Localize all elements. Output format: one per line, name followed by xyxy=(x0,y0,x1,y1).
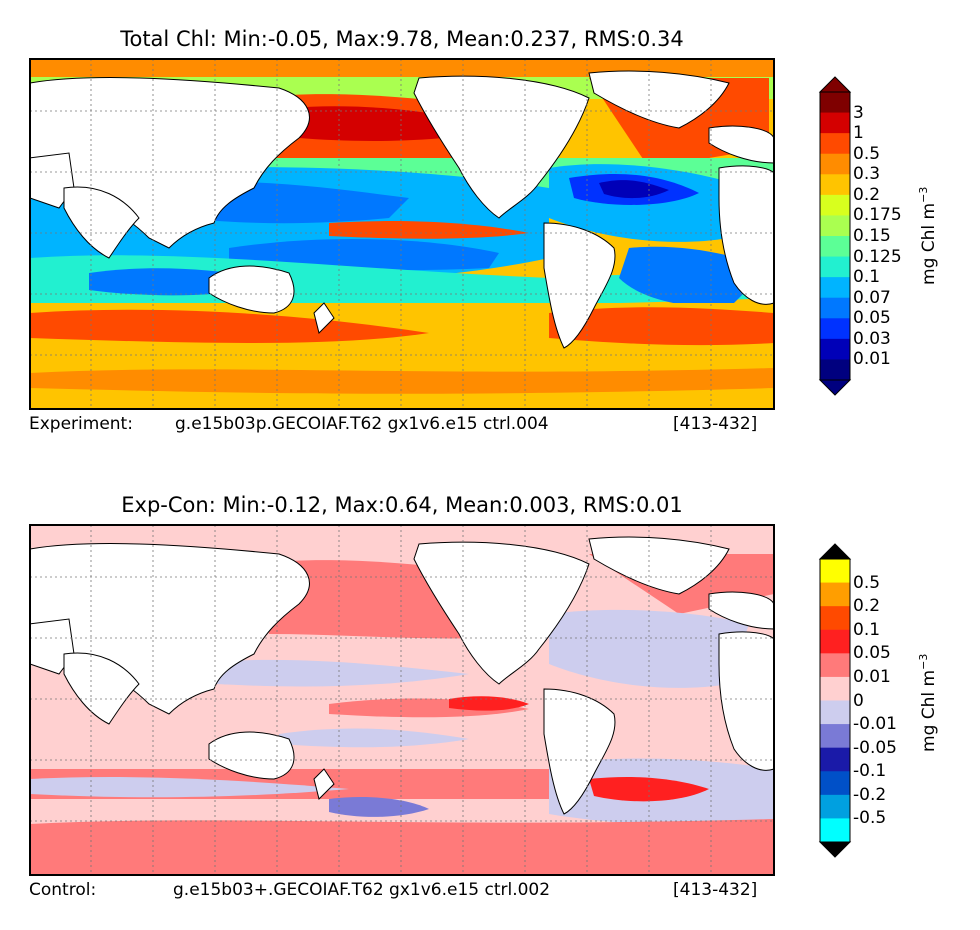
colorbar-tick-label: 0.5 xyxy=(853,143,881,164)
colorbar-swatch xyxy=(820,559,850,584)
colorbar-swatch xyxy=(820,256,850,278)
colorbar-swatch xyxy=(820,174,850,196)
colorbar-swatch xyxy=(820,582,850,607)
colorbar-tick-label: 0.125 xyxy=(853,246,902,267)
colorbar-swatch xyxy=(820,653,850,678)
colorbar-tick-label: 0.05 xyxy=(853,643,891,664)
colorbar-tick-label: 0.2 xyxy=(853,184,881,205)
colorbar-swatch xyxy=(820,277,850,299)
colorbar-tick-label: 3 xyxy=(853,102,864,123)
bottom-colorbar xyxy=(818,543,852,858)
colorbar-tick-label: -0.05 xyxy=(853,737,897,758)
colorbar-tick-label: 0.03 xyxy=(853,328,891,349)
colorbar-tick-label: 0.2 xyxy=(853,596,881,617)
colorbar-swatch xyxy=(820,771,850,796)
colorbar-swatch xyxy=(820,700,850,725)
colorbar-swatch xyxy=(820,215,850,237)
bottom-colorbar-unit: mg Chl m−3 xyxy=(917,653,939,752)
colorbar-swatch xyxy=(820,629,850,654)
colorbar-swatch xyxy=(820,297,850,319)
bottom-map-title: Exp-Con: Min:-0.12, Max:0.64, Mean:0.003… xyxy=(121,493,683,517)
colorbar-swatch xyxy=(820,724,850,749)
top-map-title: Total Chl: Min:-0.05, Max:9.78, Mean:0.2… xyxy=(120,27,684,51)
colorbar-swatch xyxy=(820,818,850,843)
colorbar-tick-label: 0.15 xyxy=(853,226,891,246)
bottom-meta-range: [413-432] xyxy=(673,880,758,900)
colorbar-swatch xyxy=(820,92,850,114)
colorbar-swatch xyxy=(820,236,850,258)
colorbar-tick-label: 0.01 xyxy=(853,349,891,370)
colorbar-tick-label: -0.5 xyxy=(853,808,887,829)
colorbar-swatch xyxy=(820,676,850,701)
bottom-meta-case: g.e15b03+.GECOIAF.T62 gx1v6.e15 ctrl.002 xyxy=(173,880,551,900)
colorbar-tick-label: 0.1 xyxy=(853,619,881,640)
colorbar-swatch xyxy=(820,606,850,631)
colorbar-tick-label: 0.07 xyxy=(853,287,891,308)
colorbar-swatch xyxy=(820,194,850,216)
top-colorbar-unit: mg Chl m−3 xyxy=(917,186,939,285)
colorbar-under-arrow xyxy=(818,379,852,396)
colorbar-over-arrow xyxy=(818,76,852,93)
colorbar-tick-label: -0.2 xyxy=(853,784,887,805)
colorbar-swatch xyxy=(820,133,850,155)
colorbar-swatch xyxy=(820,112,850,134)
colorbar-tick-label: -0.1 xyxy=(853,761,887,782)
colorbar-tick-label: 0.1 xyxy=(853,267,881,288)
top-colorbar xyxy=(818,76,852,396)
bottom-meta-label: Control: xyxy=(29,880,97,900)
colorbar-swatch xyxy=(820,338,850,360)
colorbar-swatch xyxy=(820,359,850,381)
top-map xyxy=(29,58,775,410)
colorbar-tick-label: 1 xyxy=(853,123,864,144)
top-meta-range: [413-432] xyxy=(673,414,758,434)
colorbar-tick-label: 0.175 xyxy=(853,205,902,226)
colorbar-swatch xyxy=(820,747,850,772)
colorbar-swatch xyxy=(820,153,850,175)
colorbar-swatch xyxy=(820,318,850,340)
colorbar-swatch xyxy=(820,794,850,819)
bottom-map xyxy=(29,524,775,876)
colorbar-tick-label: 0.05 xyxy=(853,308,891,329)
colorbar-tick-label: 0.5 xyxy=(853,572,881,593)
colorbar-under-arrow xyxy=(818,841,852,858)
top-meta-case: g.e15b03p.GECOIAF.T62 gx1v6.e15 ctrl.004 xyxy=(175,414,549,434)
colorbar-tick-label: -0.01 xyxy=(853,714,897,735)
colorbar-tick-label: 0 xyxy=(853,690,864,711)
top-meta-label: Experiment: xyxy=(29,414,133,434)
colorbar-over-arrow xyxy=(818,543,852,560)
colorbar-tick-label: 0.3 xyxy=(853,164,881,185)
colorbar-tick-label: 0.01 xyxy=(853,666,891,687)
